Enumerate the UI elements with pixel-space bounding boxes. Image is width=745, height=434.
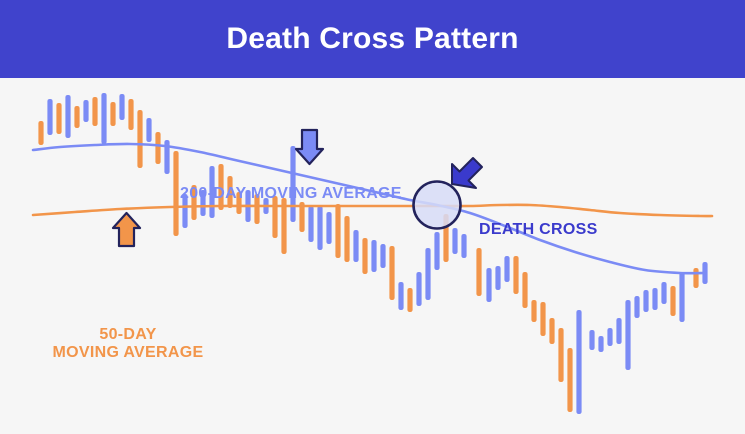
candlestick-series [38,93,708,414]
ma200-annotation-label: 200-DAY MOVING AVERAGE [180,185,402,202]
candlestick-bar [398,282,404,310]
candlestick-bar [522,272,528,308]
candlestick-bar [281,198,287,254]
candlestick-bar [652,288,658,310]
candlestick-bar [173,151,179,236]
candlestick-bar [598,336,604,352]
candlestick-bar [101,93,107,144]
candlestick-bar [110,102,116,126]
diagonal-arrow-icon [451,157,483,189]
ma200-line [31,142,707,275]
candlestick-bar [504,256,510,282]
candlestick-bar [227,176,233,208]
candlestick-bar [486,268,492,302]
candlestick-bar [549,318,555,344]
death-cross-chart [31,93,714,414]
ma50-line [31,203,714,218]
candlestick-bar [155,132,161,164]
candlestick-bar [576,310,582,414]
candlestick-bar [164,140,170,174]
candlestick-bar [679,272,685,322]
candlestick-bar [119,94,125,120]
candlestick-bar [661,282,667,304]
candlestick-bar [290,146,296,222]
candlestick-bar [128,99,134,130]
candlestick-bar [625,300,631,370]
candlestick-bar [353,230,359,262]
candlestick-bar [531,300,537,322]
ma50-annotation-label: 50-DAY MOVING AVERAGE [38,326,218,362]
candlestick-bar [38,121,44,145]
page-title: Death Cross Pattern [226,22,519,55]
candlestick-bar [56,103,62,134]
candlestick-bar [425,248,431,300]
down-arrow-icon [294,128,325,166]
candlestick-bar [371,240,377,272]
header-banner: Death Cross Pattern [0,0,745,78]
death-cross-annotation-label: DEATH CROSS [479,221,598,238]
candlestick-bar [643,290,649,312]
candlestick-bar [344,216,350,262]
candlestick-bar [74,106,80,128]
candlestick-bar [634,296,640,318]
crossover-circle [412,180,462,230]
candlestick-bar [513,256,519,294]
candlestick-bar [335,204,341,258]
candlestick-bar [540,302,546,336]
candlestick-bar [236,192,242,214]
candlestick-bar [92,97,98,126]
candlestick-bar [670,286,676,316]
candlestick-bar [254,194,260,224]
candlestick-bar [362,238,368,274]
candlestick-bar [146,118,152,142]
candlestick-bar [380,244,386,268]
candlestick-bar [326,212,332,244]
candlestick-bar [461,234,467,258]
candlestick-bar [182,194,188,228]
candlestick-bar [200,190,206,216]
ma50-label-line2: MOVING AVERAGE [52,343,204,361]
candlestick-bar [218,164,224,210]
candlestick-bar [693,268,699,288]
candlestick-bar [416,272,422,306]
candlestick-bar [589,330,595,350]
candlestick-bar [83,100,89,122]
candlestick-bar [434,232,440,270]
candlestick-bar [389,246,395,300]
ma50-label-line1: 50-DAY [99,326,157,343]
candlestick-bar [452,228,458,254]
up-arrow-icon [111,211,142,248]
candlestick-bar [137,110,143,168]
candlestick-bar [558,328,564,382]
candlestick-bar [317,206,323,250]
candlestick-bar [607,328,613,346]
candlestick-bar [616,318,622,344]
candlestick-bar [47,99,53,135]
chart-area: 200-DAY MOVING AVERAGE 50-DAY MOVING AVE… [0,78,745,434]
candlestick-bar [407,288,413,312]
candlestick-bar [495,266,501,290]
candlestick-bar [567,348,573,412]
candlestick-bar [65,95,71,138]
candlestick-bar [191,185,197,220]
candlestick-bar [308,206,314,242]
candlestick-bar [476,248,482,296]
candlestick-bar [299,202,305,232]
